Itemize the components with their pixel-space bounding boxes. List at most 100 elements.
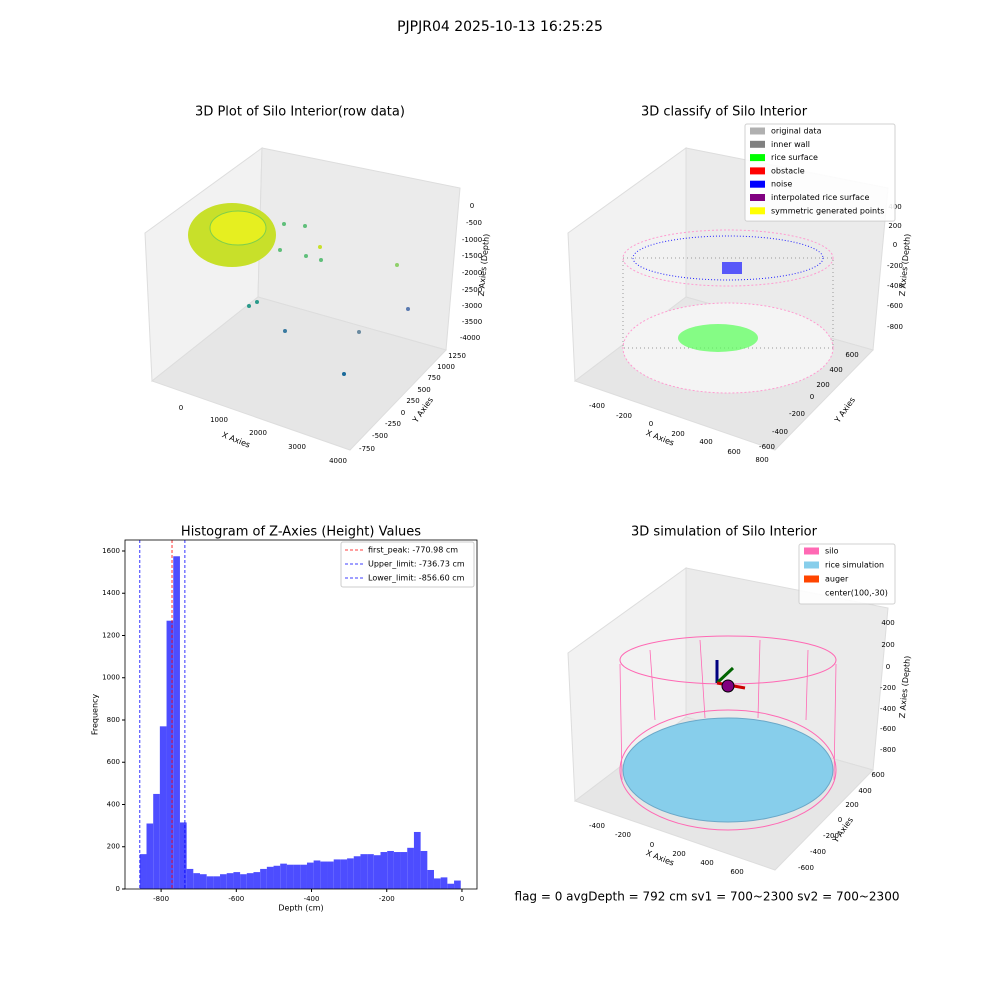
x-tick-label: -200 <box>616 412 632 420</box>
bar <box>407 847 414 889</box>
y-tick-label: 0 <box>116 885 120 893</box>
y-tick-label: 0 <box>838 816 842 824</box>
bar <box>240 874 247 889</box>
panel1-decor <box>144 146 461 451</box>
z-tick-label: -2000 <box>462 269 482 277</box>
y-tick-label: 0 <box>401 409 405 417</box>
bar <box>179 822 187 889</box>
legend-label: rice simulation <box>825 561 884 570</box>
bar <box>433 878 441 889</box>
bar <box>273 865 281 889</box>
legend-swatch <box>804 575 819 583</box>
legend-swatch <box>750 154 765 162</box>
x-tick-label: 200 <box>671 430 684 438</box>
legend-label: inner wall <box>771 140 810 149</box>
noise-ring <box>632 235 824 281</box>
y-tick-label: 1200 <box>102 631 120 639</box>
bar <box>413 831 421 889</box>
bar <box>313 860 321 889</box>
x-tick-label: -400 <box>304 895 320 903</box>
legend-label: center(100,-30) <box>825 589 888 598</box>
x-tick-label: 400 <box>699 438 712 446</box>
x-tick-label: 1000 <box>210 416 228 424</box>
z-tick-label: -800 <box>880 746 896 754</box>
y-tick-label: 0 <box>810 393 814 401</box>
y-tick-label: 200 <box>816 381 829 389</box>
legend-swatch <box>750 194 765 201</box>
bar <box>340 859 348 889</box>
x-tick-label: -400 <box>589 822 605 830</box>
legend-label: symmetric generated points <box>771 206 884 215</box>
z-tick-label: -1500 <box>462 252 482 260</box>
y-axis-label: Frequency <box>91 694 100 736</box>
bar <box>306 862 314 889</box>
z-tick-label: 0 <box>470 202 474 210</box>
legend-label: Lower_limit: -856.60 cm <box>368 574 465 583</box>
bar <box>286 864 294 889</box>
y-tick-label: 400 <box>829 366 842 374</box>
figure-title: PJPJR04 2025-10-13 16:25:25 <box>397 19 603 35</box>
bar <box>226 873 234 889</box>
silo-wire <box>619 639 837 781</box>
y-tick-label: -200 <box>823 832 839 840</box>
bar <box>353 856 361 889</box>
bar <box>253 872 261 889</box>
silo-bottom <box>619 709 837 831</box>
y-tick-label: -750 <box>359 445 375 453</box>
x-tick-label: 4000 <box>329 457 347 465</box>
x-tick-label: -800 <box>153 895 169 903</box>
axis-arrow <box>715 666 735 685</box>
bar <box>300 864 307 889</box>
z-tick-label: -3000 <box>462 302 482 310</box>
z-tick-label: 0 <box>893 241 897 249</box>
x-tick-label: 200 <box>672 850 685 858</box>
x-tick-label: 2000 <box>249 429 267 437</box>
bar <box>280 863 287 889</box>
chart-title: 3D classify of Silo Interior <box>641 105 808 120</box>
legend-swatch <box>750 167 765 175</box>
legend-swatch <box>804 547 819 555</box>
bar <box>213 876 221 889</box>
legend-label: auger <box>825 575 849 584</box>
legend-label: interpolated rice surface <box>771 193 869 202</box>
z-tick-label: -200 <box>887 262 903 270</box>
bar <box>373 855 381 889</box>
x-tick-label: 400 <box>700 859 713 867</box>
legend-swatch <box>750 207 765 215</box>
legend-label: rice surface <box>771 153 818 162</box>
bar <box>393 852 401 889</box>
y-tick-label: 1250 <box>448 352 466 360</box>
bar <box>367 854 374 889</box>
bar <box>447 883 455 889</box>
plot-frame <box>124 539 478 890</box>
chart-title: 3D Plot of Silo Interior(row data) <box>195 105 405 120</box>
z-tick-label: -600 <box>887 302 903 310</box>
y-tick-label: -600 <box>759 443 775 451</box>
silo-top <box>622 229 834 287</box>
y-tick-label: 200 <box>845 801 858 809</box>
y-tick-label: 200 <box>107 843 120 851</box>
status-text: flag = 0 avgDepth = 792 cm sv1 = 700~230… <box>515 890 900 904</box>
y-tick-label: 1000 <box>437 363 455 371</box>
bar <box>166 620 174 889</box>
center-marker <box>721 679 735 693</box>
chart-title: Histogram of Z-Axies (Height) Values <box>181 525 421 540</box>
scatter-points <box>247 222 410 376</box>
legend-swatch <box>750 140 765 148</box>
bar <box>293 864 301 889</box>
bar <box>206 876 214 889</box>
y-tick-label: 750 <box>427 374 440 382</box>
chart-title: 3D simulation of Silo Interior <box>631 525 818 540</box>
z-tick-label: 0 <box>886 663 890 671</box>
z-tick-label: -200 <box>880 684 896 692</box>
bar <box>420 850 428 889</box>
legend-box <box>798 543 896 605</box>
y-tick-label: -250 <box>385 420 401 428</box>
bar <box>139 854 147 889</box>
z-tick-label: -400 <box>887 282 903 290</box>
bar <box>266 866 274 889</box>
z-tick-label: -2500 <box>462 286 482 294</box>
x-tick-label: 600 <box>727 448 740 456</box>
x-tick-label: 0 <box>650 841 654 849</box>
